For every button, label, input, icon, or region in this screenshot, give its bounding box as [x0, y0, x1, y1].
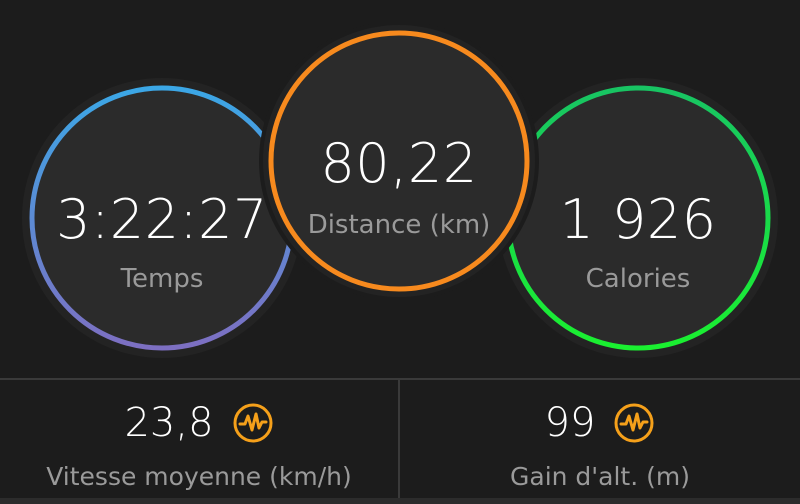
time-circle[interactable]	[22, 78, 302, 358]
activity-pulse-icon[interactable]	[232, 402, 274, 444]
distance-label: Distance (km)	[307, 210, 491, 240]
calories-value: 1 926	[559, 188, 717, 251]
calories-label: Calories	[585, 264, 691, 294]
elevation-label: Gain d'alt. (m)	[510, 462, 690, 491]
time-label: Temps	[120, 264, 204, 294]
metric-rings	[22, 21, 778, 358]
elevation-value: 99	[544, 400, 596, 446]
speed-stat[interactable]: 23,8 Vitesse moyenne (km/h)	[0, 380, 398, 504]
speed-label: Vitesse moyenne (km/h)	[46, 462, 352, 491]
activity-pulse-icon[interactable]	[613, 402, 655, 444]
time-metric: 3:22:27 Temps	[32, 88, 292, 348]
speed-row: 23,8	[0, 402, 398, 444]
distance-circle[interactable]	[259, 21, 539, 301]
speed-value: 23,8	[124, 400, 214, 446]
time-value: 3:22:27	[56, 188, 268, 251]
calories-circle[interactable]	[498, 78, 778, 358]
distance-metric: 80,22 Distance (km)	[271, 33, 527, 289]
stats-divider	[398, 380, 400, 504]
bottom-strip	[0, 498, 800, 504]
calories-metric: 1 926 Calories	[508, 88, 768, 348]
elevation-row: 99	[400, 402, 800, 444]
distance-value: 80,22	[320, 132, 478, 195]
elevation-stat[interactable]: 99 Gain d'alt. (m)	[400, 380, 800, 504]
stats-panel: 23,8 Vitesse moyenne (km/h) 99 Gain d'al…	[0, 378, 800, 504]
